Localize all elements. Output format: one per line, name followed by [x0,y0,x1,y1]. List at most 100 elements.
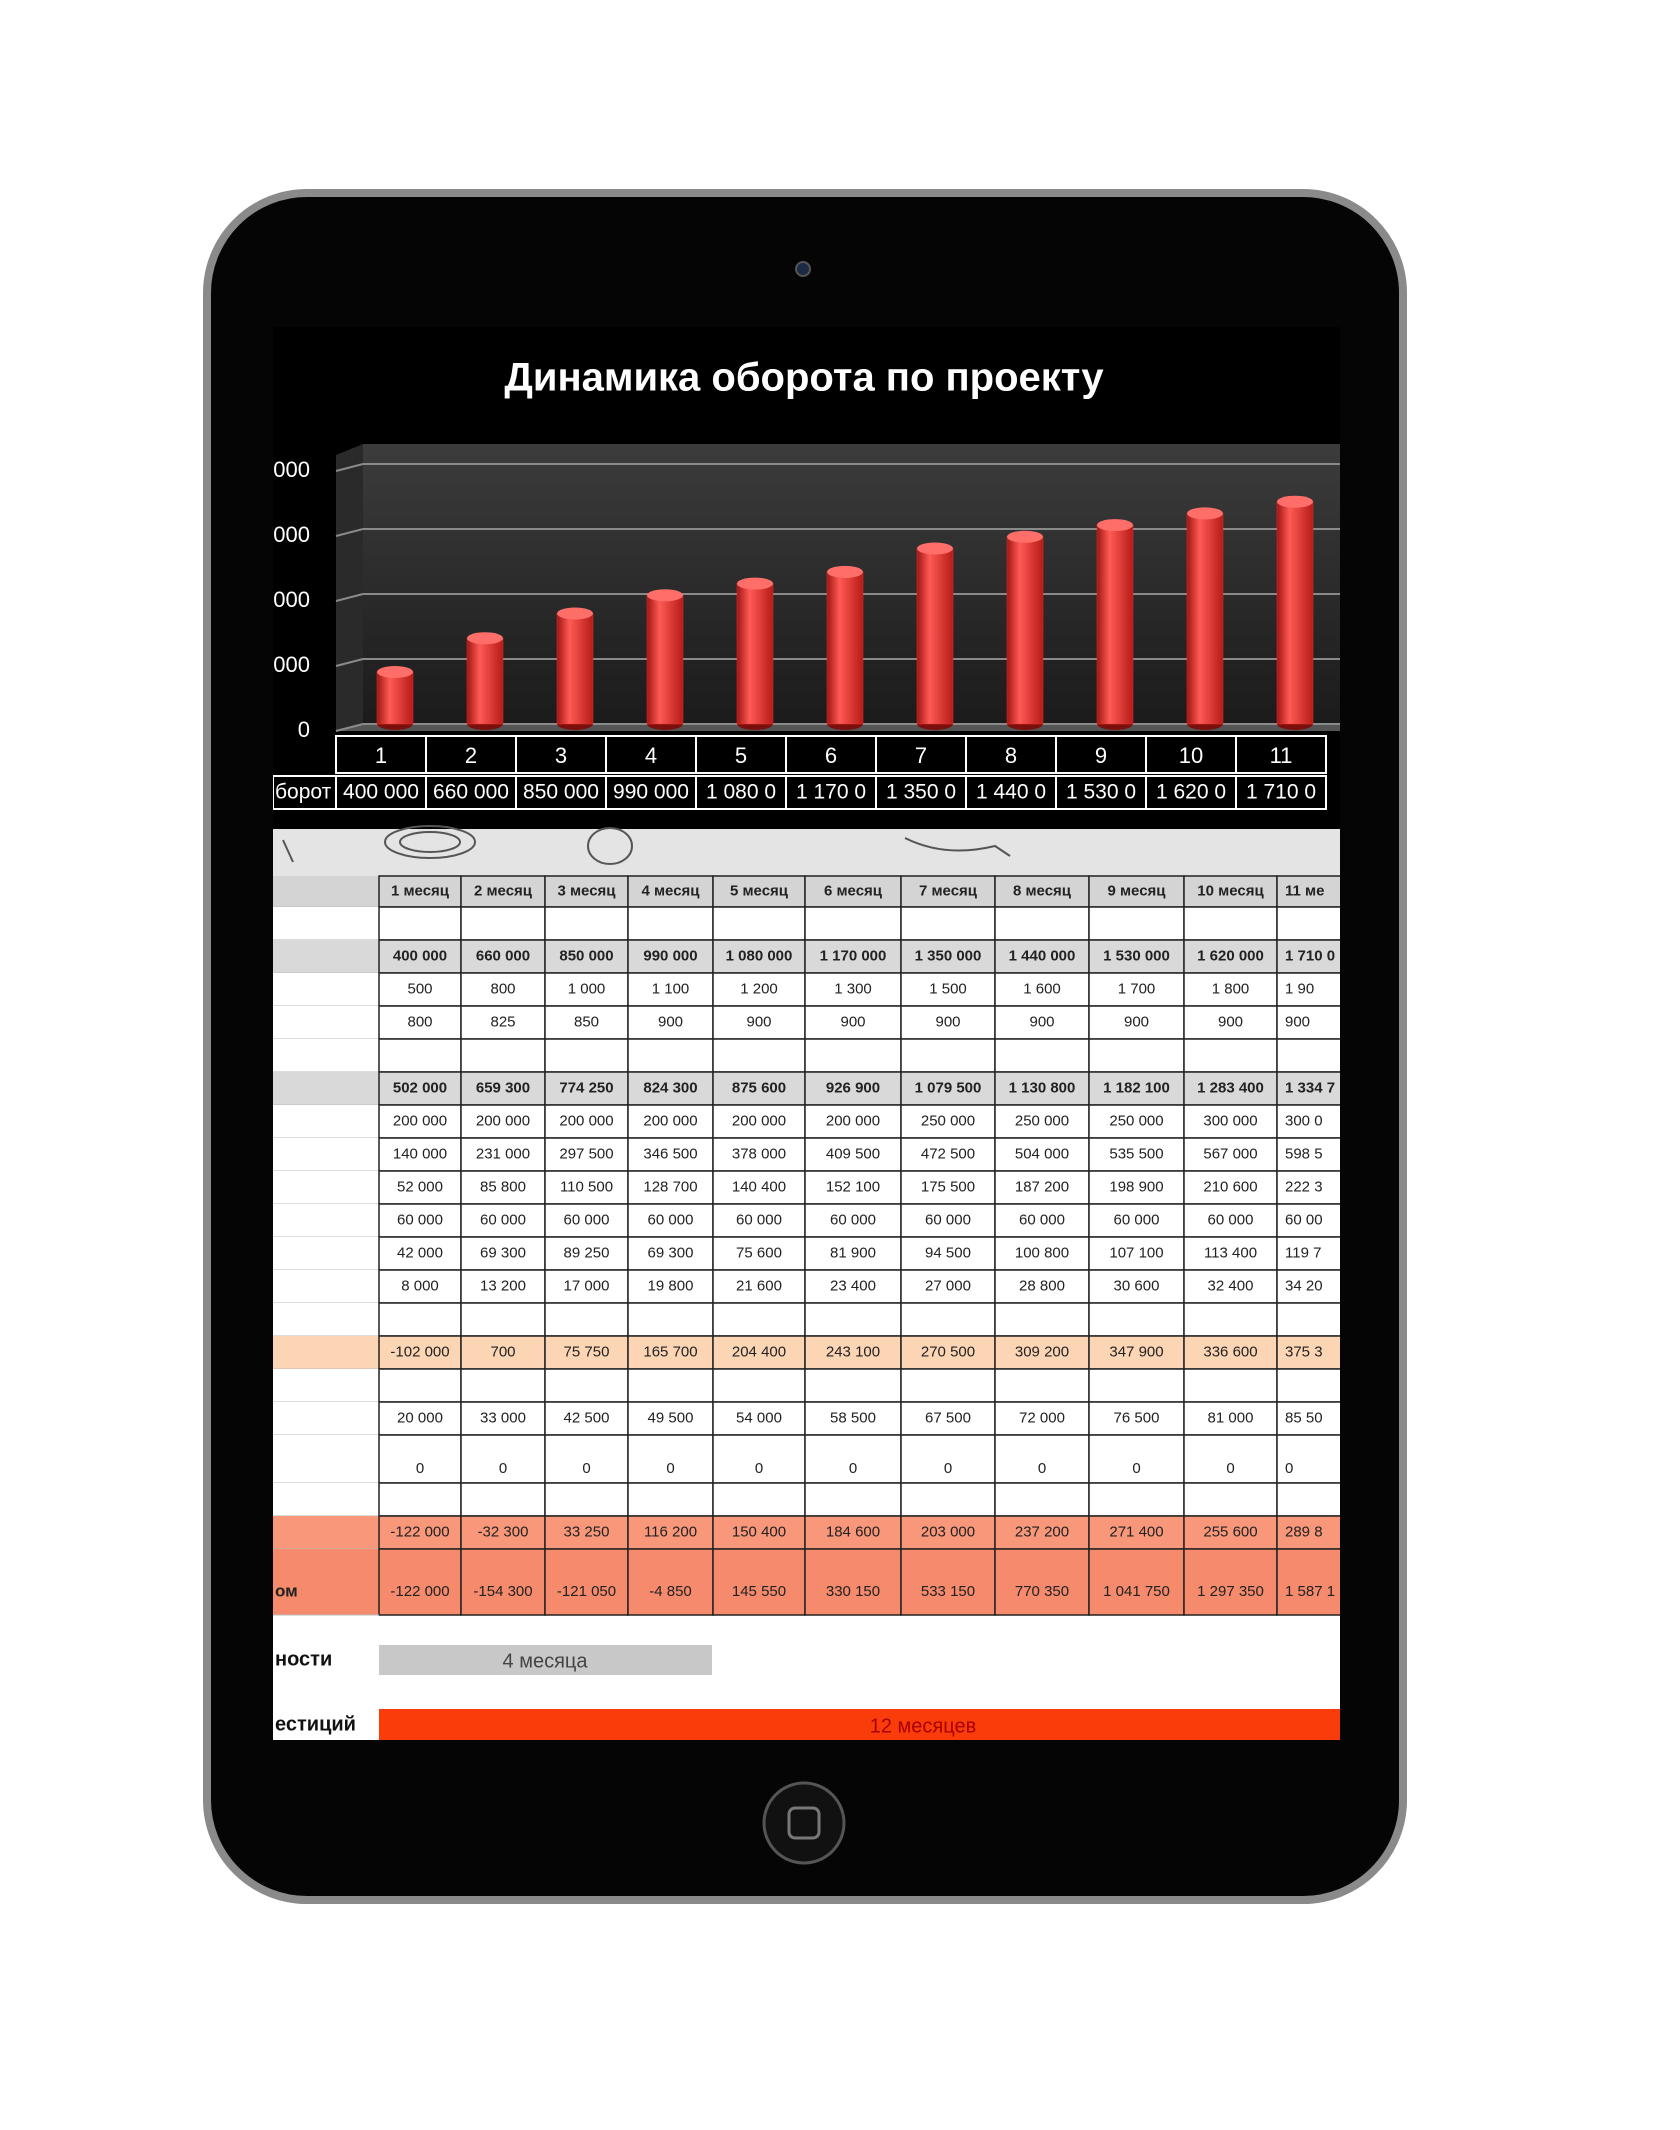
table-cell [273,1483,379,1516]
table-cell-text: 1 800 [1212,980,1250,997]
table-cell [273,1204,379,1237]
grid-line-side [335,528,364,537]
x-tick-label: 3 [555,743,567,768]
table-cell-text: 0 [1132,1460,1140,1477]
table-cell-text: 110 500 [560,1178,613,1195]
data-table-cell [1235,775,1327,810]
table-cell [273,876,379,907]
table-cell-text: 60 000 [1208,1211,1254,1228]
category-cell [425,735,517,774]
table-cell [900,1335,996,1370]
table-cell-text: 825 [490,1013,515,1030]
table-cell-text: 0 [849,1460,857,1477]
table-cell [544,906,629,941]
summary-box [379,1645,712,1675]
table-cell [627,1482,714,1517]
x-tick-label: 6 [825,743,837,768]
table-cell [273,1006,379,1039]
table-cell-text: 330 150 [826,1583,880,1600]
value-label: 1 350 0 [886,781,956,804]
table-cell [900,875,996,908]
grid-line-side [335,723,364,732]
table-cell [378,1203,462,1238]
table-cell [900,906,996,941]
table-cell-text: 85 50 [1285,1409,1323,1426]
table-cell-text: 200 000 [476,1112,530,1129]
x-tick-label: 9 [1095,743,1107,768]
table-cell [994,1137,1090,1172]
table-cell-text: 409 500 [826,1145,880,1162]
table-cell-text: 472 500 [921,1145,975,1162]
table-cell [804,1482,902,1517]
table-cell [1276,1302,1340,1337]
table-cell-text: 89 250 [564,1244,610,1261]
table-cell-text: 76 500 [1114,1409,1160,1426]
category-cell [965,735,1057,774]
table-cell-text: 1 079 500 [915,1079,982,1096]
table-cell [900,1368,996,1403]
table-cell-text: 375 3 [1285,1343,1323,1360]
table-cell [804,1302,902,1337]
table-cell [712,1482,806,1517]
table-cell [378,1548,462,1616]
table-cell-text: 81 900 [830,1244,876,1261]
table-cell [1088,1038,1185,1073]
bar-top [917,542,953,555]
value-label: 400 000 [343,781,419,804]
table-cell-text: 75 750 [564,1343,610,1360]
table-cell [460,972,546,1007]
data-table-cell [695,775,787,810]
table-cell [712,1401,806,1436]
table-cell-text: 250 000 [1015,1112,1069,1129]
table-cell [900,1071,996,1106]
table-cell [273,1138,379,1171]
y-tick-label: 000 [273,652,310,677]
bar [916,548,954,725]
legend-cell [273,775,337,810]
table-cell [712,1170,806,1205]
data-table-cell [1055,775,1147,810]
legend-label: борот [275,781,332,804]
value-label: 850 000 [523,781,599,804]
table-cell [378,1482,462,1517]
table-cell [460,1401,546,1436]
table-cell [712,1302,806,1337]
table-cell-text: 60 00 [1285,1211,1323,1228]
sketch-band [273,829,1340,876]
summary-label: естиций [275,1713,356,1735]
x-tick-label: 11 [1270,743,1293,768]
table-cell [712,972,806,1007]
table-cell [1276,972,1340,1007]
category-cell [335,735,427,774]
table-cell-text: 347 900 [1109,1343,1163,1360]
category-cell [1235,735,1327,774]
table-cell-text: 300 0 [1285,1112,1323,1129]
table-cell [804,1548,902,1616]
table-cell-text: 60 000 [1019,1211,1065,1228]
table-cell [627,1368,714,1403]
table-cell [544,1482,629,1517]
category-cell [875,735,967,774]
table-cell [1183,1548,1278,1616]
table-cell [460,1038,546,1073]
table-cell-text: 567 000 [1203,1145,1257,1162]
table-cell-text: 1 283 400 [1197,1079,1264,1096]
table-cell-text: 23 400 [830,1277,876,1294]
table-cell-text: 800 [490,980,515,997]
table-cell-text: 237 200 [1015,1523,1069,1540]
table-cell-text: 900 [840,1013,865,1030]
home-button[interactable] [762,1781,846,1865]
table-cell [1276,1071,1340,1106]
table-header: 7 месяц [919,882,978,899]
table-cell [900,1170,996,1205]
table-cell-text: -121 050 [557,1583,616,1600]
table-cell-text: 1 130 800 [1009,1079,1076,1096]
table-cell-text: 1 530 000 [1103,947,1170,964]
table-cell-text: 900 [746,1013,771,1030]
table-cell [1276,1038,1340,1073]
table-cell [273,1516,379,1549]
x-tick-label: 10 [1179,743,1203,768]
table-cell-text: 535 500 [1109,1145,1163,1162]
x-tick-label: 8 [1005,743,1017,768]
table-cell-text: 900 [1029,1013,1054,1030]
